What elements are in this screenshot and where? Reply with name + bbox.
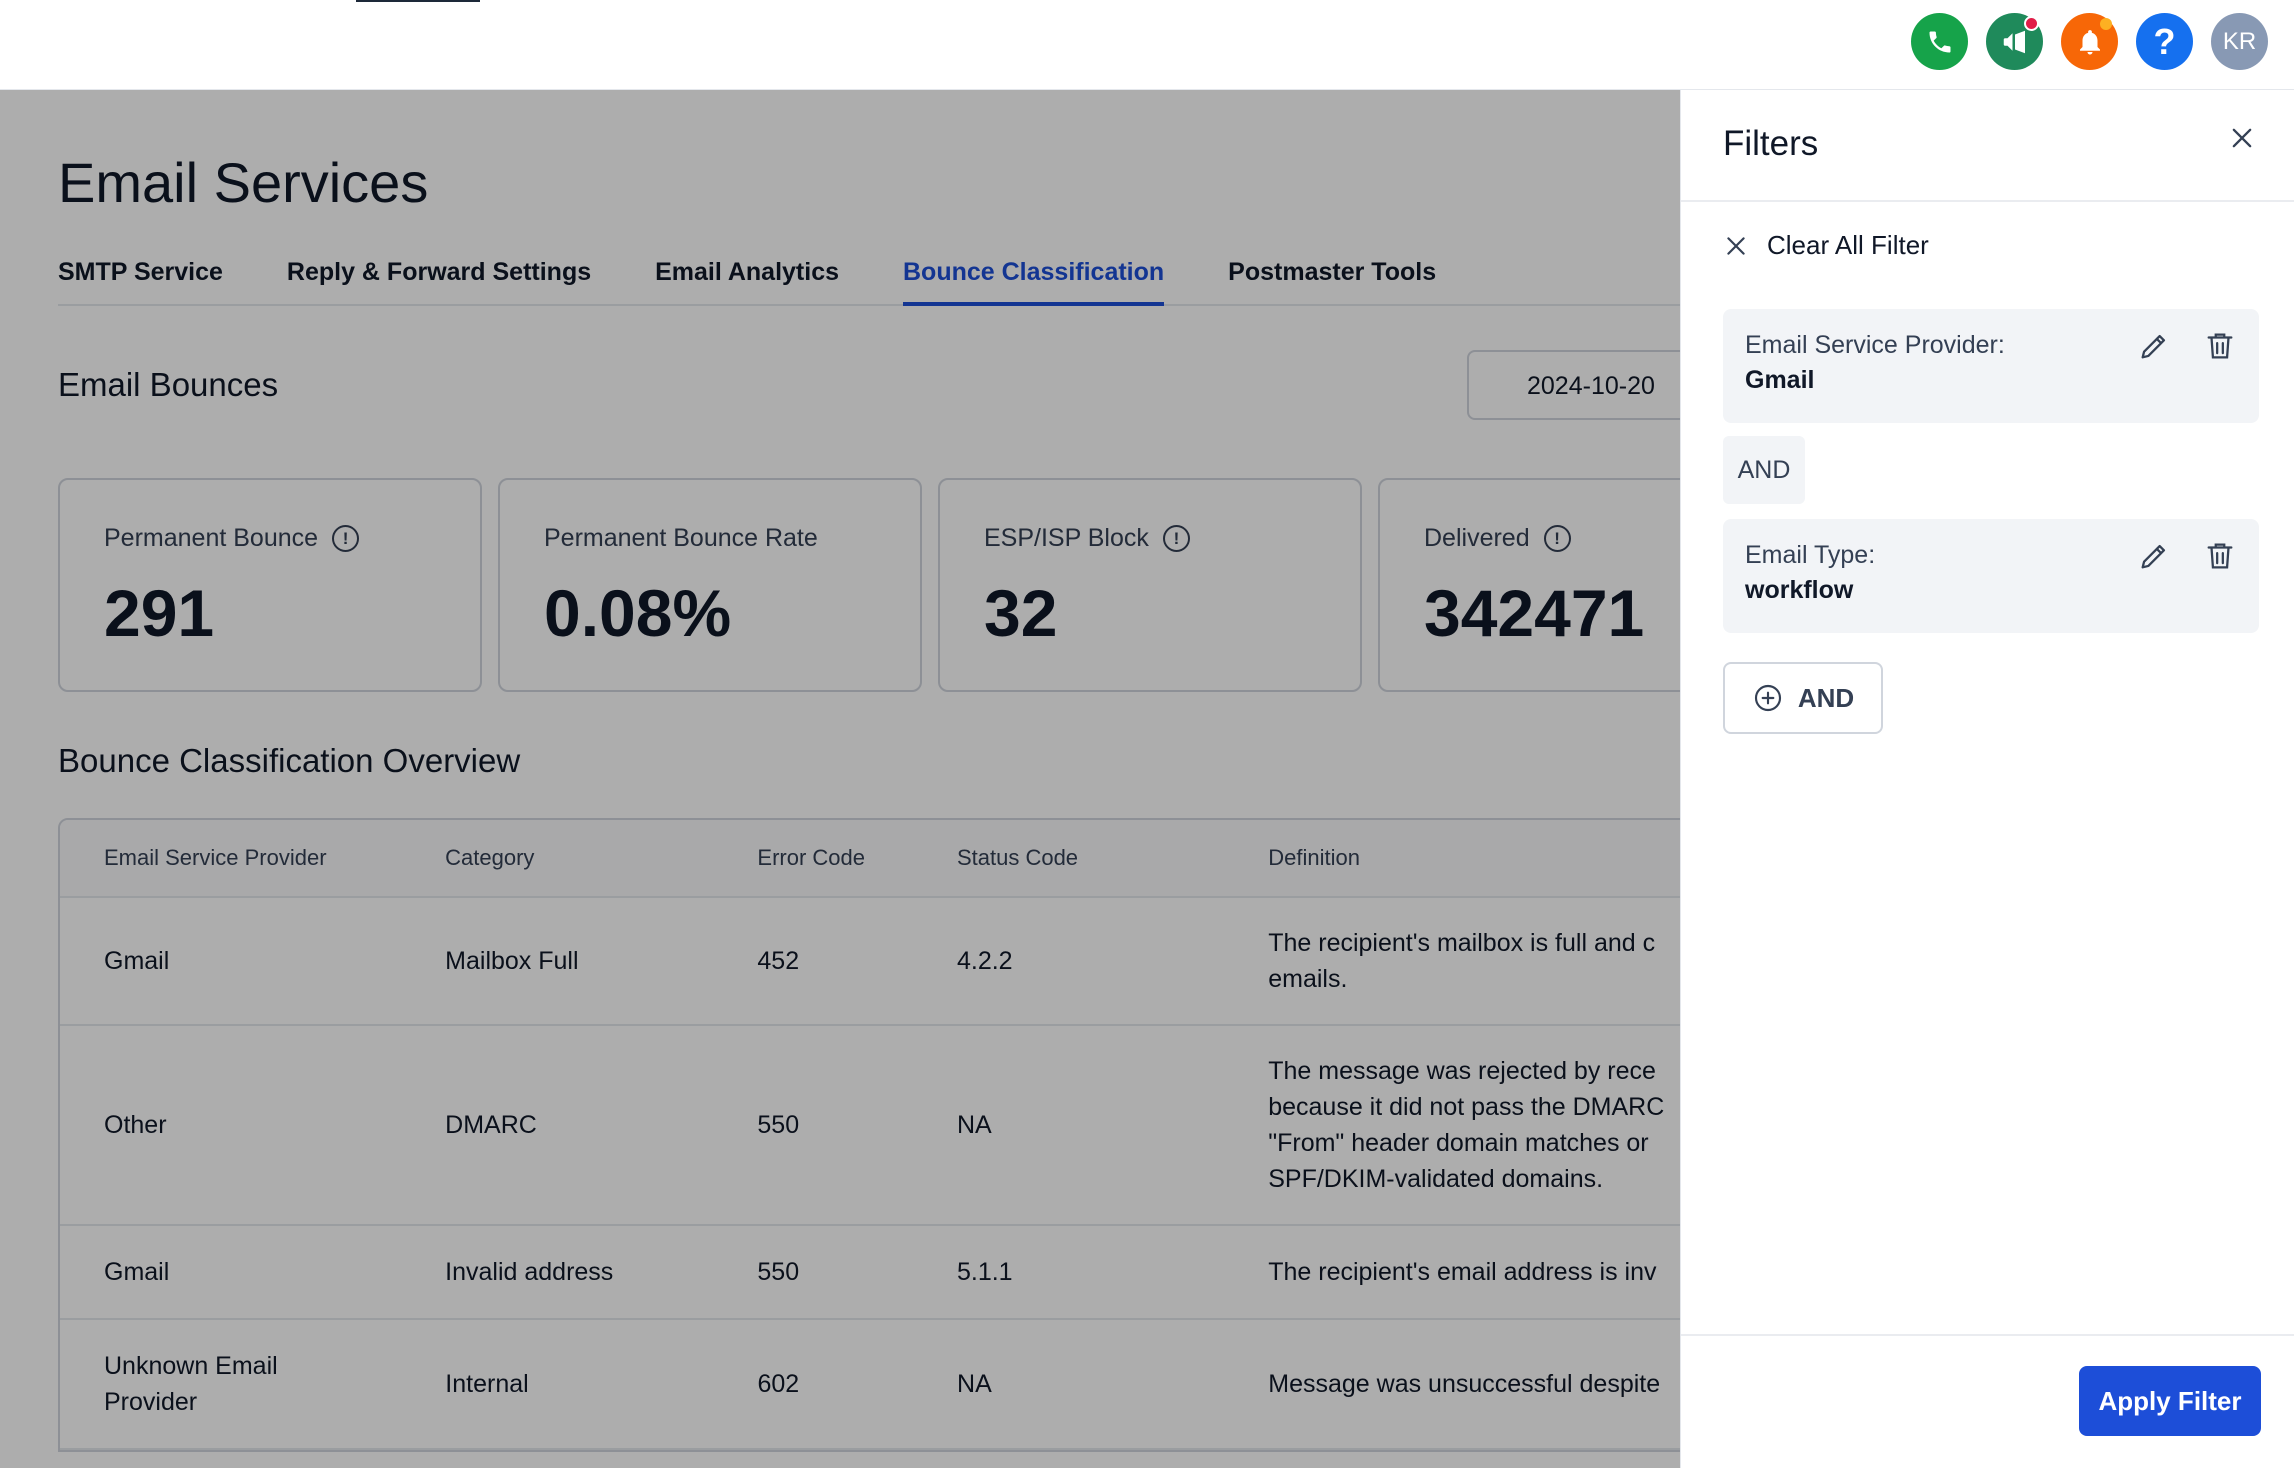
info-icon[interactable]: !: [332, 525, 360, 552]
modal-backdrop[interactable]: [0, 90, 1680, 1468]
page-title: Email Services: [58, 151, 429, 214]
stats-cards: Permanent Bounce! 291 Permanent Bounce R…: [58, 478, 1802, 692]
cell-definition: The recipient's email address is inv: [1268, 1258, 1657, 1286]
cell-error-code: 602: [757, 1370, 800, 1398]
cell-definition: Message was unsuccessful despite: [1268, 1370, 1661, 1398]
tab-bar: SMTP Service Reply & Forward Settings Em…: [58, 250, 1688, 306]
tab-reply-forward-settings[interactable]: Reply & Forward Settings: [286, 258, 592, 286]
cell-definition: The message was rejected by rece because…: [1268, 1057, 1665, 1193]
megaphone-icon[interactable]: [1986, 13, 2043, 70]
cell-status-code: 5.1.1: [956, 1258, 1013, 1286]
clear-all-label: Clear All Filter: [1767, 230, 1929, 260]
top-icons: ? KR: [1911, 13, 2268, 70]
cell-provider: Unknown Email Provider: [104, 1352, 278, 1416]
bell-icon[interactable]: [2061, 13, 2118, 70]
cell-category: Invalid address: [445, 1258, 614, 1286]
filters-drawer: Filters Clear All Filter Email Service P…: [1680, 90, 2294, 1468]
cell-provider: Other: [104, 1111, 167, 1139]
card-value: 342471: [1424, 576, 1645, 650]
tab-email-analytics[interactable]: Email Analytics: [655, 258, 839, 286]
drawer-footer: Apply Filter: [1681, 1334, 2294, 1468]
table-header: Email Service Provider Category Error Co…: [60, 820, 1696, 898]
notification-dot: [2100, 18, 2112, 30]
pencil-icon[interactable]: [2137, 539, 2171, 578]
table-row: Gmail Invalid address 550 5.1.1 The reci…: [60, 1226, 1696, 1320]
table-row: Other DMARC 550 NA The message was rejec…: [60, 1026, 1696, 1226]
card-value: 291: [104, 576, 215, 650]
cell-status-code: NA: [957, 1370, 992, 1398]
card-value: 32: [984, 576, 1058, 650]
column-header: Status Code: [956, 845, 1079, 870]
email-bounces-title: Email Bounces: [58, 366, 279, 403]
close-icon: [1727, 236, 1745, 255]
cell-category: DMARC: [445, 1111, 537, 1139]
cell-error-code: 550: [757, 1111, 800, 1139]
add-and-button[interactable]: AND: [1723, 662, 1883, 734]
column-header: Email Service Provider: [104, 845, 327, 870]
filter-item-email-type: Email Type: workflow: [1723, 519, 2259, 633]
close-icon[interactable]: [2222, 118, 2262, 158]
plus-circle-icon: [1754, 684, 1781, 712]
stat-card-esp-isp-block: ESP/ISP Block! 32: [938, 478, 1362, 692]
top-bar: ? KR: [0, 0, 2294, 90]
cell-category: Internal: [445, 1370, 529, 1398]
filter-value: Gmail: [1745, 366, 1815, 394]
bounce-table: Email Service Provider Category Error Co…: [58, 818, 1698, 1452]
overview-title: Bounce Classification Overview: [58, 742, 521, 779]
stat-card-permanent-bounce: Permanent Bounce! 291: [58, 478, 482, 692]
tab-postmaster-tools[interactable]: Postmaster Tools: [1228, 258, 1437, 286]
trash-icon[interactable]: [2203, 539, 2237, 578]
avatar[interactable]: KR: [2211, 13, 2268, 70]
column-header: Definition: [1268, 845, 1360, 870]
cell-provider: Gmail: [104, 1258, 170, 1286]
tab-smtp-service[interactable]: SMTP Service: [58, 258, 223, 286]
help-icon[interactable]: ?: [2136, 13, 2193, 70]
table-row: Gmail Mailbox Full 452 4.2.2 The recipie…: [60, 898, 1696, 1026]
table-row: Unknown Email Provider Internal 602 NA M…: [60, 1320, 1696, 1450]
trash-icon[interactable]: [2203, 329, 2237, 368]
column-header: Error Code: [757, 845, 865, 870]
filter-key: Email Type:: [1745, 541, 1876, 569]
filter-key: Email Service Provider:: [1745, 331, 2005, 359]
column-header: Category: [445, 845, 535, 870]
pencil-icon[interactable]: [2137, 329, 2171, 368]
cell-status-code: 4.2.2: [956, 947, 1013, 975]
drawer-header: Filters: [1681, 90, 2294, 202]
notification-dot: [2024, 16, 2039, 31]
filter-item-provider: Email Service Provider: Gmail: [1723, 309, 2259, 423]
tab-bounce-classification[interactable]: Bounce Classification: [903, 250, 1165, 306]
stat-card-permanent-bounce-rate: Permanent Bounce Rate 0.08%: [498, 478, 922, 692]
cell-error-code: 452: [757, 947, 800, 975]
cell-category: Mailbox Full: [445, 947, 579, 975]
clear-all-filter-button[interactable]: Clear All Filter: [1723, 230, 1929, 261]
card-label: Permanent Bounce: [104, 524, 319, 552]
cell-provider: Gmail: [104, 947, 170, 975]
card-value: 0.08%: [544, 576, 732, 650]
card-label: ESP/ISP Block: [984, 524, 1149, 552]
apply-filter-button[interactable]: Apply Filter: [2079, 1366, 2261, 1436]
add-and-label: AND: [1797, 682, 1855, 713]
card-label: Delivered: [1424, 524, 1530, 552]
phone-icon[interactable]: [1911, 13, 1968, 70]
and-connector: AND: [1723, 436, 1805, 504]
card-label: Permanent Bounce Rate: [544, 524, 818, 552]
drawer-title: Filters: [1723, 124, 1819, 163]
info-icon[interactable]: !: [1162, 525, 1190, 552]
date-picker[interactable]: 2024-10-20: [1467, 350, 1747, 420]
info-icon[interactable]: !: [1543, 525, 1571, 552]
cell-status-code: NA: [956, 1111, 992, 1139]
cell-error-code: 550: [757, 1258, 800, 1286]
cell-definition: The recipient's mailbox is full and c em…: [1268, 929, 1656, 993]
filter-value: workflow: [1745, 576, 1854, 604]
browser-tab-indicator: [356, 0, 480, 2]
